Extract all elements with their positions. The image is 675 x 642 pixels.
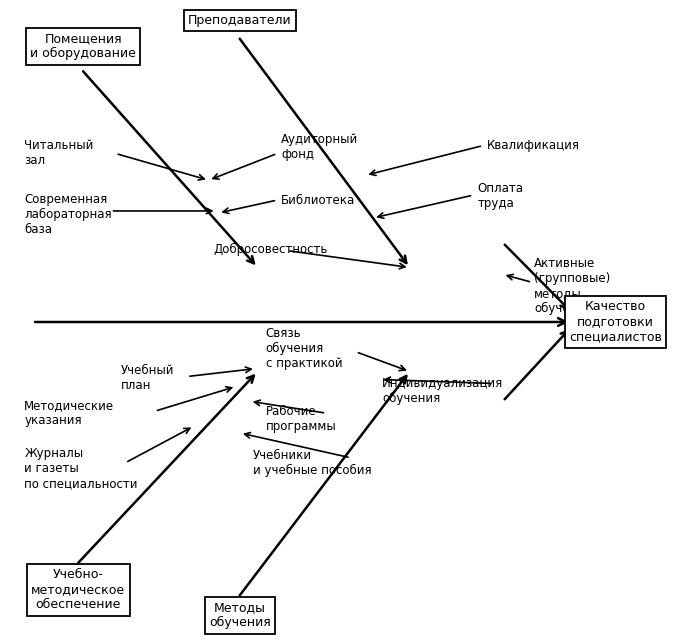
Text: Учебный
план: Учебный план (120, 365, 174, 392)
Text: Индивидуализация
обучения: Индивидуализация обучения (382, 377, 504, 406)
Text: Преподаватели: Преподаватели (188, 14, 292, 27)
Text: Современная
лабораторная
база: Современная лабораторная база (24, 193, 112, 236)
Text: Читальный
зал: Читальный зал (24, 139, 94, 168)
Text: Учебно-
методическое
обеспечение: Учебно- методическое обеспечение (31, 568, 126, 611)
Text: Связь
обучения
с практикой: Связь обучения с практикой (265, 327, 342, 370)
Text: Аудиторный
фонд: Аудиторный фонд (281, 132, 358, 160)
Text: Оплата
труда: Оплата труда (477, 182, 523, 210)
Text: Помещения
и оборудование: Помещения и оборудование (30, 32, 136, 60)
Text: Активные
(групповые)
методы
обучения: Активные (групповые) методы обучения (534, 257, 610, 315)
Text: Журналы
и газеты
по специальности: Журналы и газеты по специальности (24, 447, 138, 490)
Text: Библиотека: Библиотека (281, 193, 356, 207)
Text: Учебники
и учебные пособия: Учебники и учебные пособия (252, 449, 371, 477)
Text: Рабочие
программы: Рабочие программы (265, 405, 336, 433)
Text: Качество
подготовки
специалистов: Качество подготовки специалистов (569, 300, 662, 343)
Text: Добросовестность: Добросовестность (213, 243, 328, 256)
Text: Методы
обучения: Методы обучения (209, 602, 271, 629)
Text: Методические
указания: Методические указания (24, 399, 115, 427)
Text: Квалификация: Квалификация (487, 139, 580, 152)
